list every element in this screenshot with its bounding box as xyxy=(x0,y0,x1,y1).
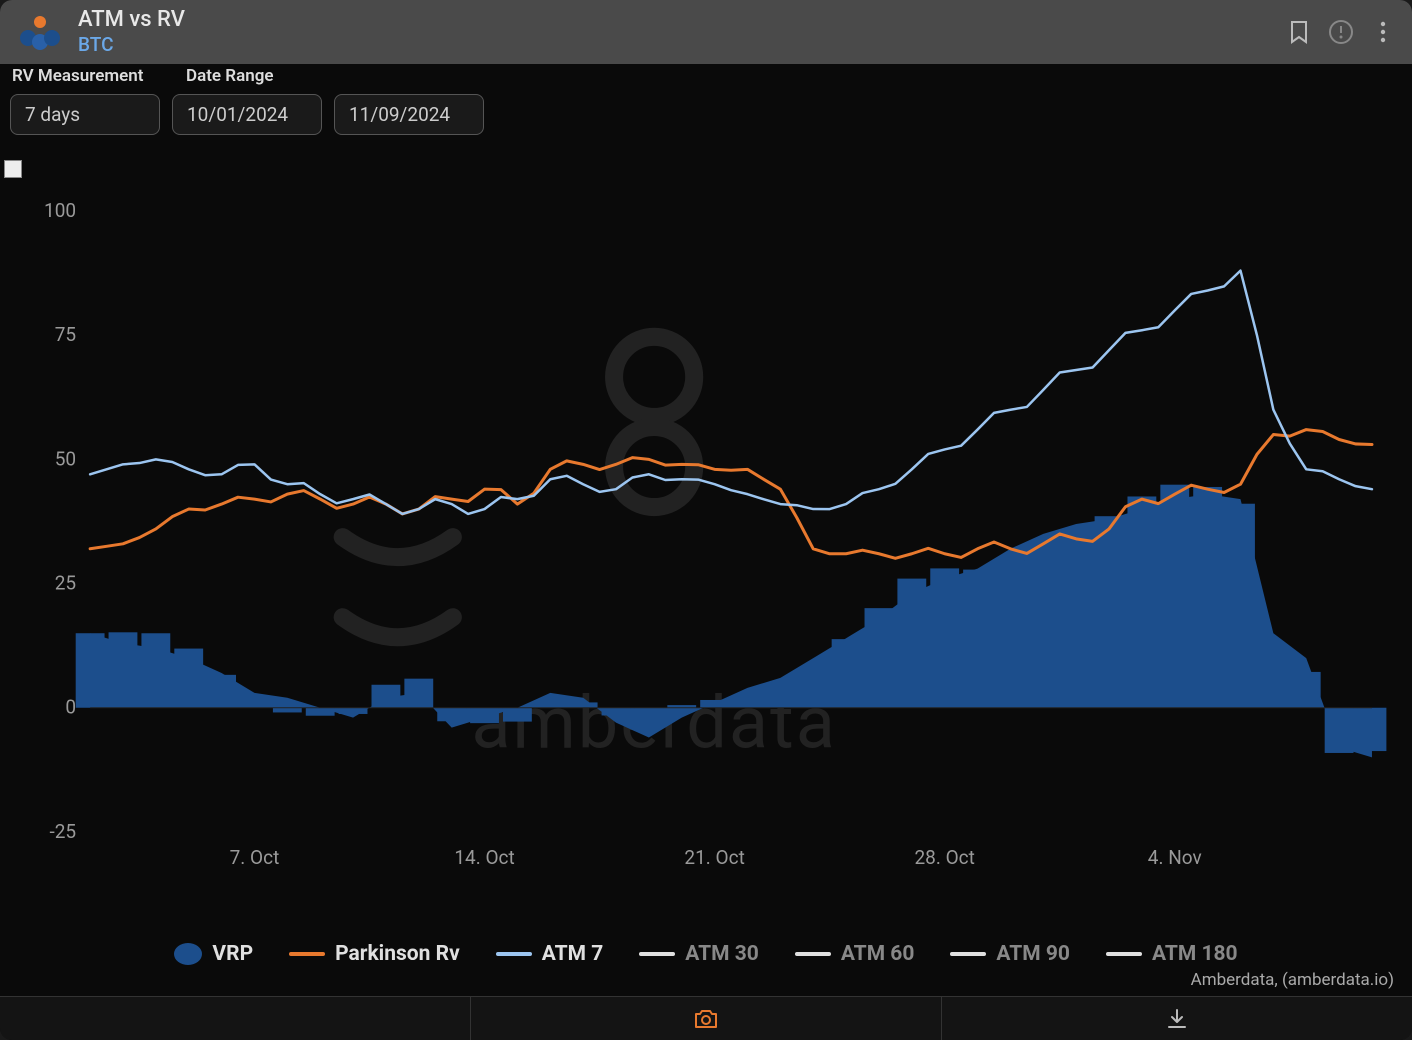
legend-item-vrp[interactable]: VRP xyxy=(174,942,253,966)
legend-swatch xyxy=(639,952,675,956)
legend-item-atm90[interactable]: ATM 90 xyxy=(950,942,1070,966)
svg-text:7. Oct: 7. Oct xyxy=(230,846,280,869)
footer-bar xyxy=(0,996,1412,1040)
svg-text:14. Oct: 14. Oct xyxy=(454,846,514,869)
attribution-text: Amberdata, (amberdata.io) xyxy=(0,968,1412,996)
legend-label: VRP xyxy=(212,942,253,966)
camera-icon xyxy=(693,1008,719,1030)
legend-swatch xyxy=(795,952,831,956)
legend-item-atm180[interactable]: ATM 180 xyxy=(1106,942,1238,966)
header-actions xyxy=(1286,19,1396,45)
date-to-input[interactable]: 11/09/2024 xyxy=(334,94,484,135)
download-icon xyxy=(1166,1008,1188,1030)
legend-item-atm7[interactable]: ATM 7 xyxy=(496,942,604,966)
legend-swatch xyxy=(1106,952,1142,956)
legend-item-parkinson[interactable]: Parkinson Rv xyxy=(289,942,460,966)
more-icon[interactable] xyxy=(1370,19,1396,45)
date-from-input[interactable]: 10/01/2024 xyxy=(172,94,322,135)
chart-area[interactable]: amberdata-2502550751007. Oct14. Oct21. O… xyxy=(0,141,1412,932)
chart-svg: amberdata-2502550751007. Oct14. Oct21. O… xyxy=(10,151,1392,932)
chart-subtitle: BTC xyxy=(78,33,1272,56)
legend-label: ATM 60 xyxy=(841,942,915,966)
legend-label: ATM 7 xyxy=(542,942,604,966)
amberdata-logo-icon xyxy=(16,12,64,52)
legend-swatch xyxy=(289,952,325,956)
controls-row: RV Measurement 7 days Date Range 10/01/2… xyxy=(0,64,1412,141)
svg-text:4. Nov: 4. Nov xyxy=(1148,846,1202,869)
footer-cell-empty xyxy=(0,997,471,1040)
svg-text:21. Oct: 21. Oct xyxy=(684,846,744,869)
rv-measurement-select[interactable]: 7 days xyxy=(10,94,160,135)
chart-title: ATM vs RV xyxy=(78,8,1272,32)
download-button[interactable] xyxy=(942,997,1412,1040)
svg-text:0: 0 xyxy=(65,696,76,719)
svg-text:-25: -25 xyxy=(49,820,76,843)
date-range-label: Date Range xyxy=(186,66,274,86)
legend-label: Parkinson Rv xyxy=(335,942,460,966)
chart-legend: VRP Parkinson Rv ATM 7 ATM 30 ATM 60 ATM 90 AT… xyxy=(0,932,1412,968)
chart-widget: ATM vs RV BTC RV Measurement 7 days Date… xyxy=(0,0,1412,1040)
alert-icon[interactable] xyxy=(1328,19,1354,45)
widget-header: ATM vs RV BTC xyxy=(0,0,1412,64)
svg-text:28. Oct: 28. Oct xyxy=(914,846,974,869)
legend-swatch xyxy=(174,943,202,965)
legend-label: ATM 30 xyxy=(685,942,759,966)
svg-text:50: 50 xyxy=(55,447,76,470)
rv-measurement-label: RV Measurement xyxy=(12,66,144,86)
legend-swatch xyxy=(496,952,532,956)
legend-item-atm30[interactable]: ATM 30 xyxy=(639,942,759,966)
title-block: ATM vs RV BTC xyxy=(78,8,1272,55)
legend-label: ATM 90 xyxy=(996,942,1070,966)
svg-text:75: 75 xyxy=(55,323,76,346)
svg-text:25: 25 xyxy=(55,572,76,595)
legend-label: ATM 180 xyxy=(1152,942,1238,966)
legend-item-atm60[interactable]: ATM 60 xyxy=(795,942,915,966)
bookmark-icon[interactable] xyxy=(1286,19,1312,45)
screenshot-button[interactable] xyxy=(471,997,942,1040)
legend-swatch xyxy=(950,952,986,956)
svg-text:100: 100 xyxy=(44,199,76,222)
